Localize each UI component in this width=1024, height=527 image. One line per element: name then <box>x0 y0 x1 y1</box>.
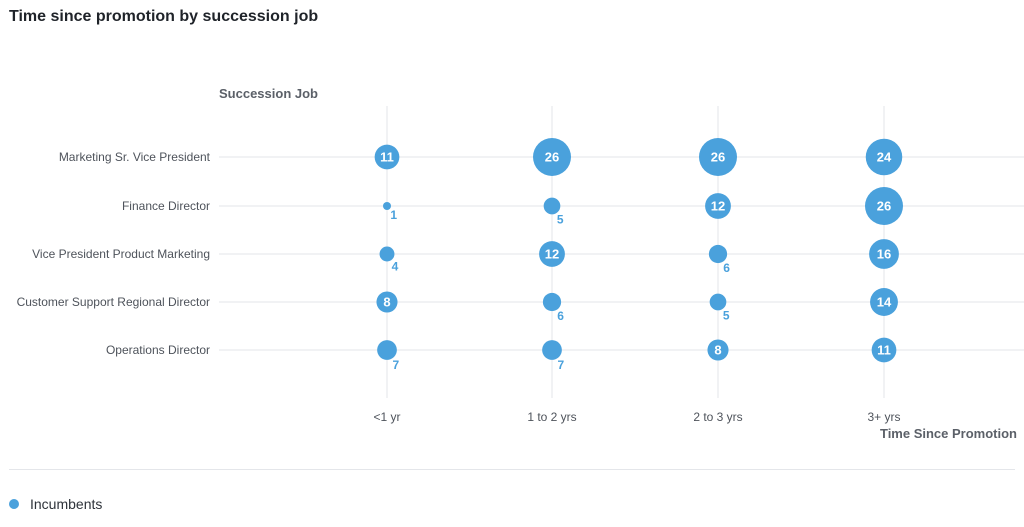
bubble[interactable] <box>379 246 395 262</box>
bubble[interactable] <box>542 340 562 360</box>
legend-divider <box>9 469 1015 470</box>
bubble-label: 8 <box>714 343 721 358</box>
bubble[interactable] <box>865 187 903 225</box>
bubble[interactable] <box>705 193 731 219</box>
bubble[interactable] <box>699 138 737 176</box>
bubble[interactable] <box>374 144 400 170</box>
bubble-label: 6 <box>723 261 730 275</box>
bubble-label: 11 <box>877 343 891 358</box>
bubble[interactable] <box>871 337 897 363</box>
bubble-label: 12 <box>545 247 559 262</box>
bubble-label: 24 <box>877 150 892 165</box>
bubble[interactable] <box>376 291 398 313</box>
bubble-label: 11 <box>380 150 394 165</box>
bubble-label: 26 <box>877 199 891 214</box>
bubble-label: 26 <box>545 150 559 165</box>
x-tick-label: 2 to 3 yrs <box>693 410 742 424</box>
bubble[interactable] <box>869 239 899 269</box>
chart-title: Time since promotion by succession job <box>9 8 319 25</box>
bubble-label: 4 <box>392 259 399 273</box>
bubble[interactable] <box>870 288 898 316</box>
bubble[interactable] <box>708 244 728 264</box>
y-tick-label: Vice President Product Marketing <box>32 247 210 261</box>
bubble-label: 7 <box>557 358 564 372</box>
x-tick-label: <1 yr <box>373 410 400 424</box>
bubble[interactable] <box>543 197 561 215</box>
y-tick-label: Marketing Sr. Vice President <box>59 150 211 164</box>
x-tick-label: 1 to 2 yrs <box>527 410 576 424</box>
y-axis-title: Succession Job <box>219 86 318 101</box>
bubble[interactable] <box>865 138 903 176</box>
bubble-label: 5 <box>557 212 564 226</box>
x-axis-title: Time Since Promotion <box>879 426 1017 441</box>
bubble-label: 7 <box>392 358 399 372</box>
bubble-chart: Marketing Sr. Vice President Finance Dire… <box>17 106 1024 424</box>
bubble[interactable] <box>542 292 562 312</box>
bubble-label: 5 <box>723 308 730 322</box>
bubble[interactable] <box>709 293 727 311</box>
bubble[interactable] <box>539 241 565 267</box>
bubble[interactable] <box>533 138 571 176</box>
bubble-label: 12 <box>711 199 725 214</box>
bubble[interactable] <box>377 340 397 360</box>
bubble-label: 16 <box>877 247 891 262</box>
bubble-label: 1 <box>390 208 397 222</box>
legend[interactable]: Incumbents <box>9 496 102 512</box>
x-tick-label: 3+ yrs <box>867 410 900 424</box>
legend-marker-incumbents <box>9 499 19 509</box>
y-tick-label: Finance Director <box>122 199 210 213</box>
y-tick-label: Customer Support Regional Director <box>17 295 210 309</box>
bubble-label: 6 <box>557 309 564 323</box>
bubble[interactable] <box>383 202 391 210</box>
bubble-label: 26 <box>711 150 725 165</box>
bubble-label: 8 <box>383 295 390 310</box>
legend-label-incumbents[interactable]: Incumbents <box>30 496 103 512</box>
bubble[interactable] <box>707 339 729 361</box>
bubble-label: 14 <box>877 295 892 310</box>
y-tick-label: Operations Director <box>106 343 210 357</box>
